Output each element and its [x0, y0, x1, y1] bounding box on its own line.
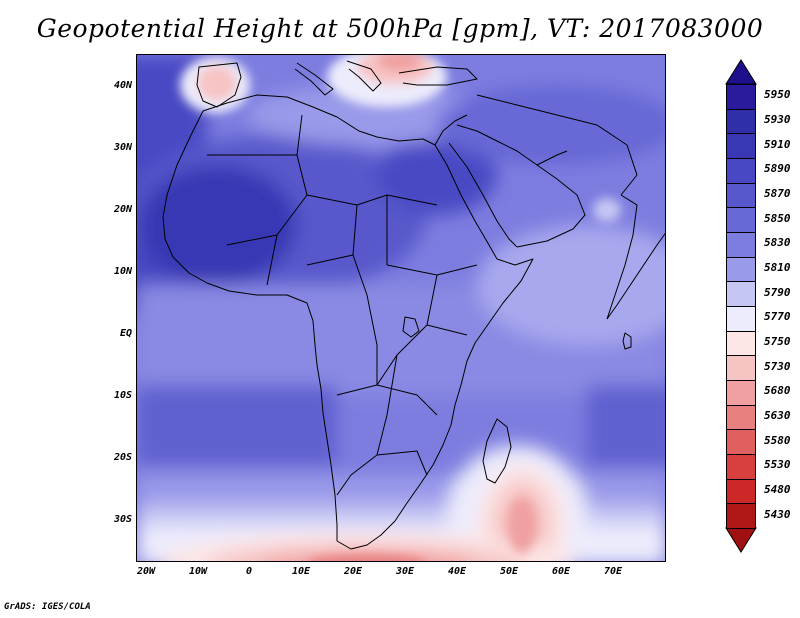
- lat-label-40n: 40N: [113, 80, 132, 91]
- colorbar-label: 5810: [764, 261, 791, 274]
- east-africa-coast: [336, 258, 534, 550]
- colorbar-label: 5680: [764, 384, 791, 398]
- colorbar-cell: [726, 133, 756, 159]
- colorbar-cell: [726, 158, 756, 184]
- colorbar-cell: [726, 380, 756, 406]
- colorbar-cell: [726, 306, 756, 332]
- colorbar-label: 5530: [764, 458, 791, 472]
- chart-title: Geopotential Height at 500hPa [gpm], VT:…: [36, 14, 764, 43]
- red-sea-east-coast: [448, 142, 518, 248]
- colorbar-label: 5480: [764, 483, 791, 496]
- colorbar-top-arrow: [725, 59, 757, 85]
- colorbar-cell: [726, 281, 756, 307]
- lat-label-20n: 20N: [113, 204, 132, 215]
- turkey-outline: [398, 66, 478, 86]
- lon-label-20w: 20W: [136, 566, 156, 577]
- colorbar-label: 5750: [764, 335, 791, 348]
- colorbar-cell: [726, 404, 756, 431]
- lon-label-10w: 10W: [188, 566, 208, 577]
- west-africa-coast: [162, 110, 338, 541]
- lon-label-30e: 30E: [395, 566, 415, 577]
- persian-gulf: [536, 150, 568, 166]
- colorbar-label: 5910: [764, 137, 791, 151]
- italy-outline: [294, 62, 334, 96]
- colorbar-label: 5850: [764, 211, 791, 225]
- colorbar-cell: [726, 84, 756, 110]
- height-field-detail: [180, 55, 621, 561]
- map-svg: [137, 55, 665, 561]
- colorbar-label: 5430: [764, 507, 791, 521]
- sri-lanka: [622, 332, 632, 350]
- lake-victoria: [402, 316, 420, 338]
- colorbar-cell: [726, 454, 756, 480]
- lon-label-10e: 10E: [291, 566, 311, 577]
- iran-coast: [476, 94, 638, 196]
- colorbar-label: 5870: [764, 187, 791, 200]
- colorbar-cell: [726, 478, 756, 505]
- lat-label-20s: 20S: [113, 452, 132, 463]
- lat-label-10s: 10S: [113, 390, 132, 401]
- balkans-outline: [346, 60, 382, 92]
- colorbar-label: 5770: [764, 310, 791, 324]
- lon-label-0: 0: [245, 566, 253, 577]
- colorbar-legend: 5950 5930 5910 5890 5870 5850 5830 5810 5790 5770…: [716, 56, 791, 556]
- colorbar-cell: [726, 355, 756, 381]
- colorbar-label: 5580: [764, 433, 791, 447]
- colorbar-label: 5830: [764, 236, 791, 250]
- colorbar-cell: [726, 256, 756, 283]
- colorbar-cell: [726, 503, 756, 529]
- colorbar-cell: [726, 232, 756, 258]
- colorbar-label: 5730: [764, 359, 791, 373]
- lat-label-30s: 30S: [113, 514, 132, 525]
- colorbar-label: 5790: [764, 285, 791, 299]
- india-west-coast: [606, 194, 638, 320]
- india-south-east: [606, 232, 665, 320]
- lon-label-20e: 20E: [343, 566, 363, 577]
- map-plot-area: [136, 54, 666, 562]
- lon-label-50e: 50E: [499, 566, 519, 577]
- colorbar-label: 5950: [764, 88, 791, 102]
- lon-label-60e: 60E: [551, 566, 571, 577]
- iberia-outline: [196, 62, 242, 108]
- coastlines-and-borders: [162, 60, 665, 550]
- lat-label-eq: EQ: [119, 328, 132, 339]
- lat-label-10n: 10N: [113, 266, 132, 277]
- colorbar-label: 5890: [764, 162, 791, 176]
- colorbar-bottom-arrow: [725, 527, 757, 553]
- madagascar-outline: [482, 418, 512, 484]
- colorbar-label: 5630: [764, 409, 791, 422]
- levant-coast: [434, 114, 468, 146]
- lat-label-30n: 30N: [113, 142, 132, 153]
- colorbar-cell: [726, 429, 756, 455]
- red-sea-west-coast: [434, 144, 498, 260]
- colorbar-cell: [726, 108, 756, 135]
- colorbar-cell: [726, 207, 756, 233]
- arabia-coast: [456, 124, 586, 248]
- country-borders: [207, 114, 478, 496]
- lon-label-40e: 40E: [447, 566, 467, 577]
- lon-label-70e: 70E: [603, 566, 623, 577]
- grads-credit: GrADS: IGES/COLA: [4, 602, 91, 612]
- colorbar-label: 5930: [764, 113, 791, 126]
- colorbar-cell: [726, 330, 756, 357]
- north-africa-coast: [202, 94, 436, 146]
- colorbar-cell: [726, 182, 756, 209]
